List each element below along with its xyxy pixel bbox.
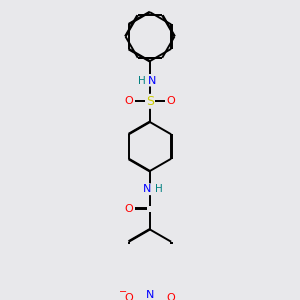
Text: S: S <box>146 95 154 108</box>
Text: H: H <box>138 76 145 85</box>
Text: O: O <box>125 204 134 214</box>
Text: O: O <box>167 293 175 300</box>
Text: H: H <box>155 184 163 194</box>
Text: O: O <box>125 96 134 106</box>
Text: N: N <box>143 184 152 194</box>
Text: O: O <box>125 293 134 300</box>
Text: O: O <box>167 96 175 106</box>
Text: −: − <box>119 287 127 297</box>
Text: N: N <box>148 76 157 85</box>
Text: N: N <box>146 290 154 300</box>
